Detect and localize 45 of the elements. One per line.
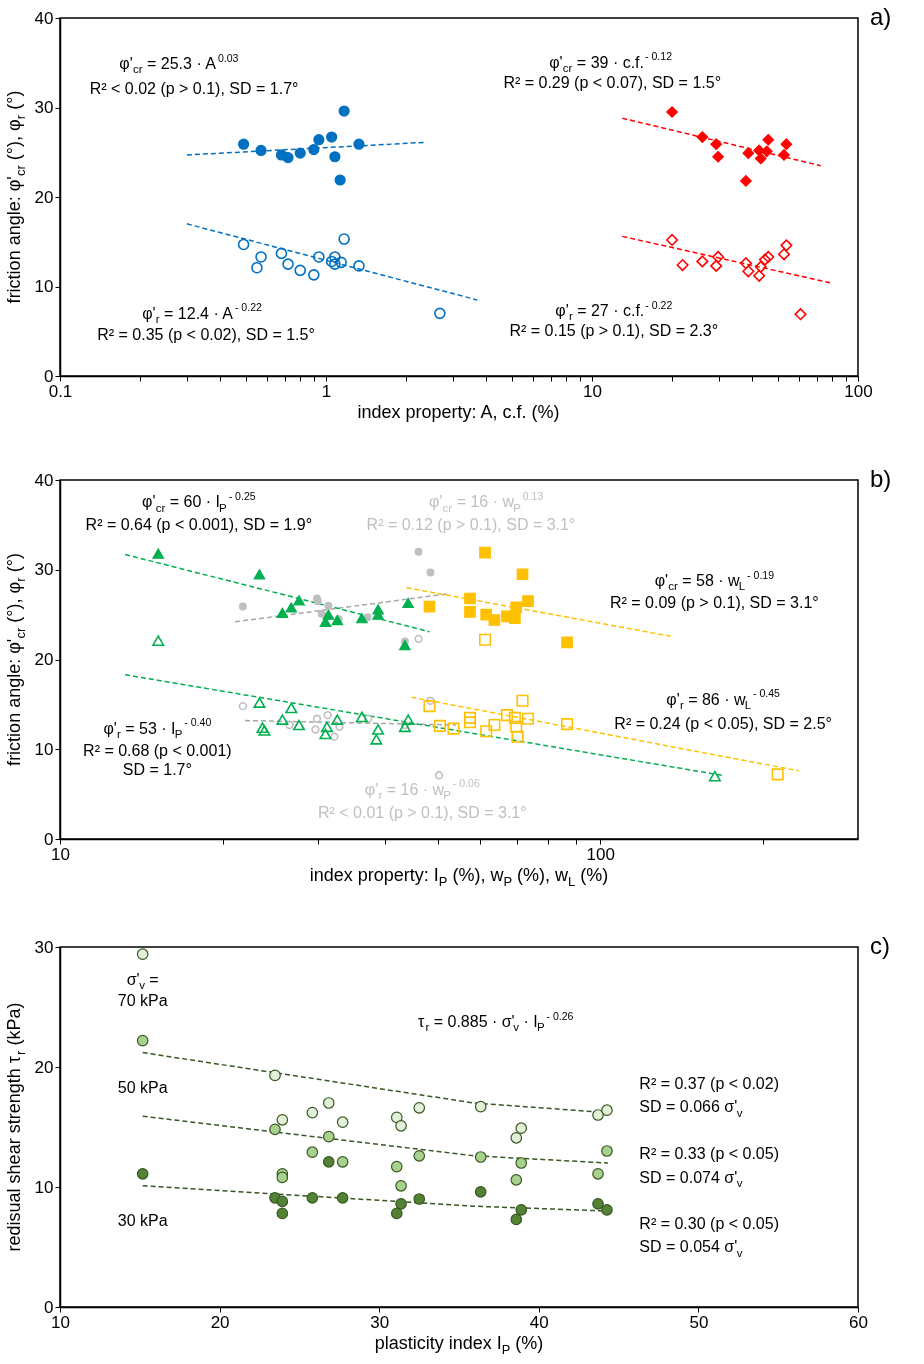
y-tick-label: 10 bbox=[34, 277, 54, 296]
annotation: R² = 0.68 (p < 0.001) bbox=[83, 741, 232, 759]
annotation: R² = 0.33 (p < 0.05) bbox=[639, 1144, 779, 1162]
annotation: R² = 0.12 (p > 0.1), SD = 3.1° bbox=[366, 516, 576, 534]
x-tick-label: 50 bbox=[689, 1312, 709, 1332]
x-tick-label: 60 bbox=[849, 1312, 868, 1332]
x-tick-label: 20 bbox=[210, 1312, 230, 1332]
y-tick-label: 10 bbox=[34, 1177, 54, 1197]
y-axis-title: redisual shear strength τr (kPa) bbox=[4, 1002, 29, 1252]
y-tick-label: 20 bbox=[34, 187, 54, 207]
annotation: R² = 0.15 (p > 0.1), SD = 2.3° bbox=[509, 321, 719, 339]
annotation: R² = 0.35 (p < 0.02), SD = 1.5° bbox=[97, 325, 315, 343]
y-tick-label: 20 bbox=[34, 650, 54, 669]
y-tick-label: 20 bbox=[34, 1057, 54, 1077]
y-axis-title: friction angle: φ'cr (°), φr (°) bbox=[4, 90, 29, 304]
text: 50 kPa bbox=[117, 1078, 168, 1096]
annotation: R² = 0.37 (p < 0.02) bbox=[639, 1074, 779, 1092]
annotation: R² < 0.02 (p > 0.1), SD = 1.7° bbox=[89, 79, 299, 97]
text: 30 kPa bbox=[117, 1211, 168, 1229]
x-tick-label: 100 bbox=[844, 381, 873, 401]
y-tick-label: 30 bbox=[34, 937, 54, 957]
annotation: R² = 0.29 (p < 0.07), SD = 1.5° bbox=[503, 73, 722, 91]
annotation: R² = 0.64 (p < 0.001), SD = 1.9° bbox=[85, 516, 313, 534]
y-tick-label: 40 bbox=[34, 8, 54, 28]
x-axis-title: index property: A, c.f. (%) bbox=[357, 402, 560, 422]
chart-title: c) bbox=[870, 932, 890, 959]
y-tick-label: 0 bbox=[44, 1297, 54, 1317]
y-tick-label: 0 bbox=[44, 829, 54, 849]
annotation: R² = 0.09 (p > 0.1), SD = 3.1° bbox=[609, 593, 819, 611]
chart-title: a) bbox=[870, 3, 892, 30]
y-tick-label: 40 bbox=[34, 470, 54, 490]
x-tick-label: 100 bbox=[586, 844, 615, 864]
annotation: R² = 0.24 (p < 0.05), SD = 2.5° bbox=[614, 714, 832, 732]
y-tick-label: 10 bbox=[34, 739, 54, 759]
annotation: R² = 0.30 (p < 0.05) bbox=[639, 1214, 779, 1232]
annotation: R² < 0.01 (p > 0.1), SD = 3.1° bbox=[317, 803, 527, 821]
x-tick-label: 30 bbox=[370, 1312, 390, 1332]
x-tick-label: 40 bbox=[529, 1312, 549, 1332]
annotation: SD = 1.7° bbox=[122, 760, 192, 778]
y-tick-label: 30 bbox=[34, 98, 54, 117]
chart-title: b) bbox=[870, 465, 892, 492]
y-axis-title: friction angle: φ'cr (°), φr (°) bbox=[4, 553, 29, 766]
y-tick-label: 30 bbox=[34, 560, 54, 580]
x-tick-label: 1 bbox=[321, 381, 332, 401]
x-tick-label: 10 bbox=[583, 381, 602, 401]
